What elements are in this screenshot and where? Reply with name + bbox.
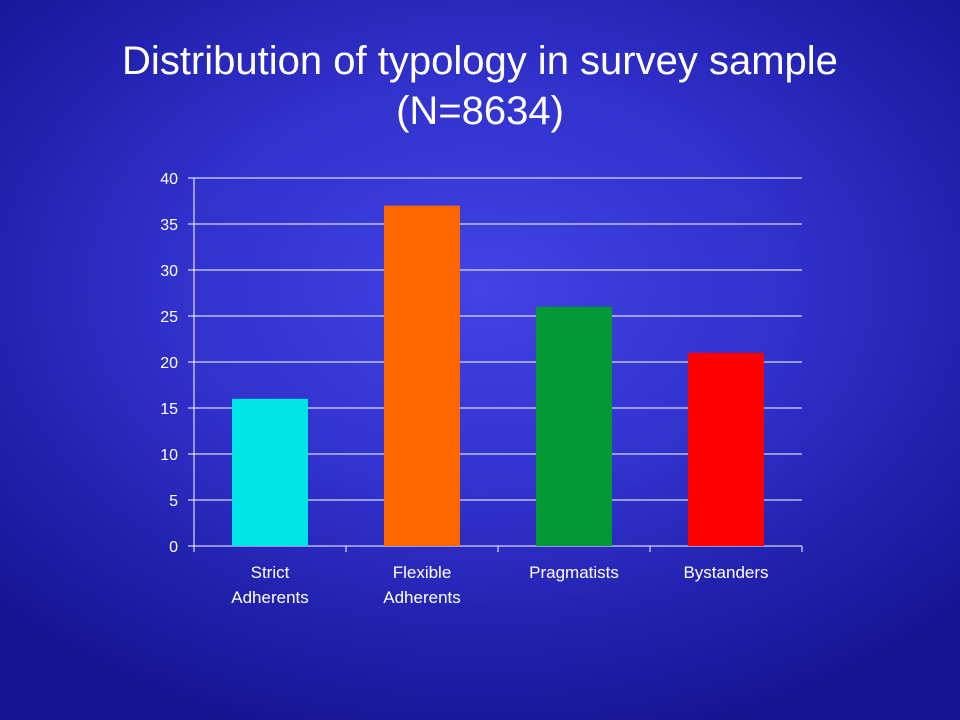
y-tick-label: 35: [160, 217, 178, 234]
bar-flexible-adherents: [384, 205, 460, 546]
x-category-label: Strict: [251, 563, 290, 582]
y-tick-label: 40: [160, 171, 178, 188]
bar-bystanders: [688, 352, 764, 546]
y-tick-label: 5: [169, 493, 178, 510]
x-category-label: Adherents: [383, 588, 461, 607]
y-tick-label: 25: [160, 309, 178, 326]
y-tick-label: 15: [160, 401, 178, 418]
bar-strict-adherents: [232, 398, 308, 546]
y-tick-label: 30: [160, 263, 178, 280]
slide-title-line-2: (N=8634): [396, 89, 564, 133]
y-tick-label: 0: [169, 539, 178, 556]
x-category-label: Pragmatists: [529, 563, 619, 582]
y-tick-label: 10: [160, 447, 178, 464]
x-category-label: Flexible: [393, 563, 452, 582]
y-tick-label: 20: [160, 355, 178, 372]
x-category-label: Bystanders: [683, 563, 768, 582]
bar-pragmatists: [536, 306, 612, 546]
x-category-label: Adherents: [231, 588, 309, 607]
slide-title: Distribution of typology in survey sampl…: [40, 36, 920, 136]
slide-title-line-1: Distribution of typology in survey sampl…: [122, 39, 838, 83]
